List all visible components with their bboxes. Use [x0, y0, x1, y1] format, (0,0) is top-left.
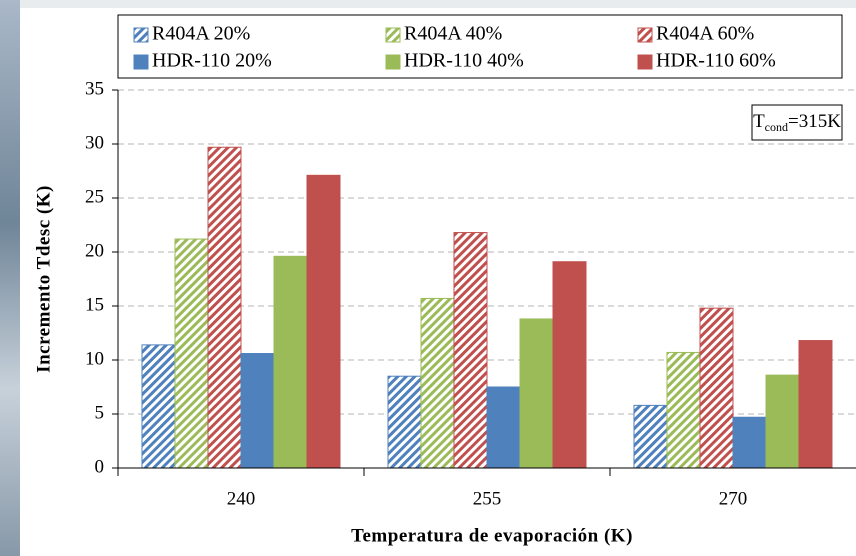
bar: [307, 175, 340, 468]
bar: [208, 147, 241, 468]
x-tick-label: 255: [473, 488, 502, 509]
bar: [553, 262, 586, 468]
legend-label: R404A 40%: [404, 23, 502, 45]
y-tick-label: 15: [85, 294, 104, 315]
bar: [700, 308, 733, 468]
chart: Tcond=315K Temperatura de evaporación (K…: [0, 0, 856, 556]
legend-label: HDR-110 40%: [404, 50, 524, 72]
annotation-text: =315K: [788, 111, 841, 132]
bar: [175, 239, 208, 468]
legend-label: R404A 20%: [152, 23, 250, 45]
legend-swatch: [134, 28, 148, 42]
bar: [799, 341, 832, 468]
legend-label: HDR-110 20%: [152, 50, 272, 72]
legend-swatch: [638, 28, 652, 42]
legend-swatch: [386, 28, 400, 42]
legend-swatch: [134, 55, 148, 69]
bar: [274, 256, 307, 468]
bar: [667, 352, 700, 468]
x-tick-label: 240: [227, 488, 256, 509]
bar: [766, 375, 799, 468]
bar: [241, 354, 274, 468]
y-tick-label: 25: [85, 186, 104, 207]
y-tick-label: 20: [85, 240, 104, 261]
legend-label: R404A 60%: [656, 23, 754, 45]
y-tick-label: 0: [95, 456, 105, 477]
legend-swatch: [638, 55, 652, 69]
y-tick-label: 10: [85, 348, 104, 369]
bar: [733, 417, 766, 468]
bar: [487, 387, 520, 468]
y-tick-label: 35: [85, 78, 104, 99]
bar: [454, 233, 487, 468]
bar: [520, 319, 553, 468]
legend-swatch: [386, 55, 400, 69]
y-tick-label: 30: [85, 132, 104, 153]
bar: [142, 345, 175, 468]
x-tick-label: 270: [719, 488, 748, 509]
background-photo: [0, 0, 20, 556]
annotation-subscript: cond: [765, 120, 788, 134]
y-axis-title: Incremento Tdesc (K): [33, 185, 54, 373]
annotation-text: T: [753, 111, 765, 132]
y-tick-label: 5: [95, 402, 105, 423]
x-axis-title: Temperatura de evaporación (K): [351, 525, 633, 546]
bar: [388, 376, 421, 468]
legend-label: HDR-110 60%: [656, 50, 776, 72]
background-top: [20, 0, 856, 8]
bar: [634, 405, 667, 468]
bar: [421, 298, 454, 468]
